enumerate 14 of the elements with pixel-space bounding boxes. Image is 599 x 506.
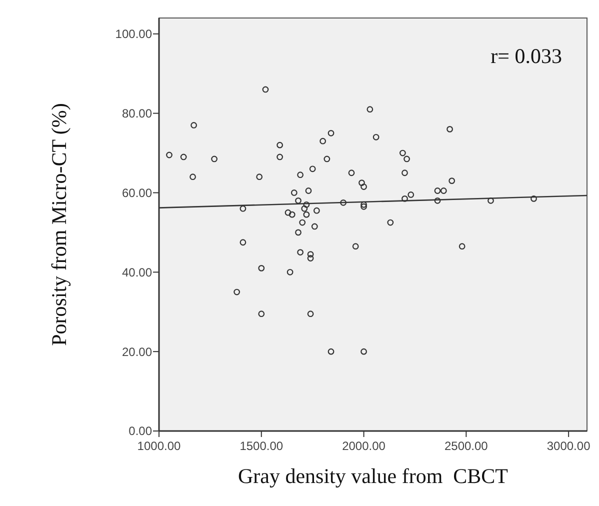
x-tick-label: 3000.00: [546, 439, 591, 453]
annotation: r= 0.033: [490, 44, 562, 68]
x-tick-label: 2500.00: [444, 439, 488, 453]
x-axis-title: Gray density value from CBCT: [238, 464, 508, 488]
y-tick-label: 40.00: [122, 265, 152, 280]
y-axis-title: Porosity from Micro-CT (%): [47, 103, 71, 346]
x-tick-label: 2000.00: [342, 439, 386, 453]
x-tick-label: 1500.00: [240, 439, 284, 453]
y-tick-label: 60.00: [122, 186, 152, 200]
y-tick-label: 100.00: [115, 27, 152, 42]
y-tick-label: 0.00: [128, 424, 152, 438]
y-tick-label: 80.00: [122, 106, 152, 121]
y-tick-label: 20.00: [122, 344, 152, 359]
x-tick-label: 1000.00: [137, 439, 182, 453]
